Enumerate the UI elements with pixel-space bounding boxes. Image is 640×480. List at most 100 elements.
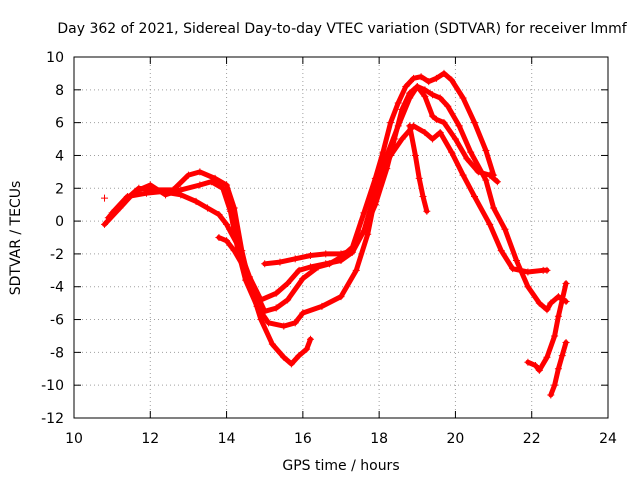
data-point bbox=[230, 247, 238, 255]
data-point bbox=[493, 178, 501, 186]
data-point bbox=[486, 171, 494, 179]
data-point bbox=[558, 296, 566, 304]
x-tick-label: 24 bbox=[599, 431, 617, 447]
x-axis-title: GPS time / hours bbox=[282, 458, 399, 474]
data-point bbox=[306, 252, 314, 260]
data-point bbox=[411, 151, 419, 159]
data-point bbox=[272, 289, 280, 297]
data-point bbox=[535, 299, 543, 307]
data-point bbox=[524, 268, 532, 276]
data-point bbox=[482, 147, 490, 155]
data-point bbox=[322, 250, 330, 258]
data-point bbox=[497, 247, 505, 255]
data-point bbox=[284, 279, 292, 287]
data-point bbox=[532, 361, 540, 369]
data-point bbox=[398, 135, 406, 143]
y-tick-label: 10 bbox=[46, 50, 64, 66]
data-point bbox=[535, 366, 543, 374]
data-point bbox=[265, 319, 273, 327]
data-point bbox=[299, 275, 307, 283]
data-point bbox=[524, 358, 532, 366]
data-point bbox=[192, 197, 200, 205]
data-point bbox=[512, 256, 520, 264]
y-tick-label: -10 bbox=[41, 378, 64, 394]
y-tick-label: -6 bbox=[50, 313, 64, 329]
data-point bbox=[158, 188, 166, 196]
data-point bbox=[306, 335, 314, 343]
data-point bbox=[257, 316, 265, 324]
data-point bbox=[280, 322, 288, 330]
data-point bbox=[444, 102, 452, 110]
x-tick-label: 20 bbox=[447, 431, 465, 447]
x-tick-label: 10 bbox=[65, 431, 83, 447]
data-point bbox=[379, 148, 387, 156]
data-point bbox=[482, 176, 490, 184]
data-point bbox=[524, 283, 532, 291]
data-point bbox=[135, 184, 143, 192]
data-point bbox=[364, 230, 372, 238]
data-point bbox=[432, 74, 440, 82]
data-point bbox=[215, 234, 223, 241]
data-point bbox=[101, 194, 109, 202]
data-point bbox=[242, 266, 250, 274]
data-point bbox=[467, 148, 475, 156]
data-point bbox=[459, 171, 467, 179]
data-point bbox=[101, 220, 109, 228]
series-trace-7 bbox=[524, 279, 570, 374]
data-point bbox=[436, 128, 444, 136]
data-point bbox=[471, 192, 478, 200]
data-point bbox=[429, 91, 437, 99]
data-point bbox=[432, 115, 440, 123]
x-tick-label: 14 bbox=[218, 431, 236, 447]
data-point bbox=[543, 266, 551, 274]
data-point bbox=[554, 365, 562, 373]
y-tick-label: -12 bbox=[41, 411, 64, 427]
data-point bbox=[463, 155, 471, 163]
data-point bbox=[406, 94, 414, 102]
data-point bbox=[223, 181, 231, 189]
data-point bbox=[352, 266, 360, 274]
data-point bbox=[383, 151, 391, 159]
y-tick-label: -2 bbox=[50, 247, 64, 263]
data-point bbox=[448, 148, 456, 156]
y-tick-labels: -12 -10 -8 -6 -4 -2 0 2 4 6 8 10 bbox=[41, 50, 64, 427]
y-axis-title: SDTVAR / TECUs bbox=[8, 181, 24, 296]
data-point bbox=[177, 191, 185, 199]
data-point bbox=[360, 209, 368, 217]
data-point bbox=[474, 168, 482, 176]
data-point bbox=[409, 74, 417, 82]
data-point bbox=[486, 220, 494, 228]
data-point bbox=[440, 69, 448, 77]
data-point bbox=[123, 192, 131, 200]
grid bbox=[74, 57, 608, 418]
data-point bbox=[108, 209, 116, 217]
data-point bbox=[501, 225, 509, 233]
data-point bbox=[423, 207, 431, 215]
data-point bbox=[471, 119, 478, 127]
data-point bbox=[234, 242, 242, 250]
data-point bbox=[406, 122, 414, 130]
data-point bbox=[184, 171, 192, 179]
data-point bbox=[223, 237, 231, 245]
series-line bbox=[102, 123, 550, 329]
series-trace-6 bbox=[406, 122, 431, 215]
x-tick-label: 12 bbox=[141, 431, 159, 447]
data-point bbox=[276, 258, 284, 266]
data-point bbox=[211, 174, 219, 182]
data-point bbox=[196, 168, 204, 176]
plot-frame bbox=[73, 56, 609, 419]
data-point bbox=[337, 293, 345, 301]
series-line bbox=[525, 280, 569, 373]
y-tick-label: -4 bbox=[50, 280, 64, 296]
data-point bbox=[253, 291, 261, 299]
data-point bbox=[326, 260, 334, 268]
data-point bbox=[451, 135, 459, 143]
data-point bbox=[215, 211, 223, 219]
data-point bbox=[291, 319, 299, 327]
data-point bbox=[421, 92, 429, 100]
data-point bbox=[287, 360, 295, 368]
data-point bbox=[419, 192, 427, 200]
series-trace-5 bbox=[261, 83, 501, 268]
